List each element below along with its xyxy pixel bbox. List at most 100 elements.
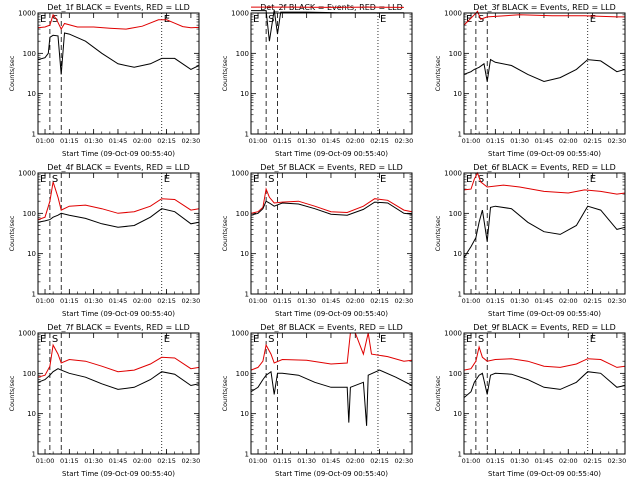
marker-label: S xyxy=(52,174,58,185)
chart-title: Det_4f BLACK = Events, RED = LLD xyxy=(47,163,190,172)
chart-title: Det_1f BLACK = Events, RED = LLD xyxy=(47,3,190,12)
x-tick-label: 01:45 xyxy=(109,297,128,305)
chart-title: Det_9f BLACK = Events, RED = LLD xyxy=(473,323,616,332)
x-tick-label: 01:30 xyxy=(84,297,103,305)
lld-series-line xyxy=(37,13,200,31)
y-tick-label: 1000 xyxy=(231,170,249,178)
y-tick-label: 100 xyxy=(449,210,462,218)
plot-frame xyxy=(37,332,200,455)
y-tick-label: 1000 xyxy=(18,330,36,338)
x-tick-label: 01:45 xyxy=(322,457,341,465)
marker-label: E xyxy=(590,174,596,185)
marker-label: E xyxy=(466,334,472,345)
y-tick-label: 10 xyxy=(27,250,36,258)
y-tick-label: 100 xyxy=(23,50,36,58)
panel-det-8f: Det_8f BLACK = Events, RED = LLD Counts/s… xyxy=(221,323,413,478)
x-tick-label: 01:45 xyxy=(535,137,554,145)
x-tick-label: 02:00 xyxy=(346,457,365,465)
y-tick-label: 100 xyxy=(23,370,36,378)
chart-title: Det_3f BLACK = Events, RED = LLD xyxy=(473,3,616,12)
marker-label: E xyxy=(253,174,259,185)
y-axis-label: Counts/sec xyxy=(434,375,442,411)
marker-label: E xyxy=(40,334,46,345)
marker-label: S xyxy=(268,334,274,345)
x-tick-label: 01:15 xyxy=(486,137,505,145)
chart-title: Det_5f BLACK = Events, RED = LLD xyxy=(260,163,403,172)
plot-frame xyxy=(463,172,626,295)
y-tick-label: 10 xyxy=(27,410,36,418)
x-tick-label: 02:30 xyxy=(608,297,627,305)
plot-frame xyxy=(463,12,626,135)
x-axis-label: Start Time (09-Oct-09 00:55:40) xyxy=(488,150,601,158)
y-tick-label: 1 xyxy=(32,131,36,139)
x-tick-label: 01:30 xyxy=(297,457,316,465)
y-tick-label: 1 xyxy=(458,291,462,299)
x-tick-label: 01:45 xyxy=(322,297,341,305)
y-axis-label: Counts/sec xyxy=(221,215,229,251)
lld-series-line xyxy=(250,332,413,371)
x-tick-label: 02:00 xyxy=(133,457,152,465)
y-tick-label: 100 xyxy=(236,210,249,218)
y-tick-label: 1000 xyxy=(444,10,462,18)
y-tick-label: 100 xyxy=(449,50,462,58)
x-tick-label: 01:00 xyxy=(462,137,481,145)
y-tick-label: 10 xyxy=(240,90,249,98)
plot-frame xyxy=(463,332,626,455)
lld-series-line xyxy=(37,343,200,378)
x-tick-label: 01:00 xyxy=(462,457,481,465)
x-tick-label: 02:00 xyxy=(559,297,578,305)
x-tick-label: 02:30 xyxy=(182,457,201,465)
x-tick-label: 01:30 xyxy=(510,137,529,145)
x-axis-label: Start Time (09-Oct-09 00:55:40) xyxy=(275,470,388,478)
y-tick-label: 1 xyxy=(245,451,249,459)
x-axis-label: Start Time (09-Oct-09 00:55:40) xyxy=(62,470,175,478)
x-tick-label: 01:00 xyxy=(36,297,55,305)
y-tick-label: 1000 xyxy=(231,330,249,338)
x-tick-label: 01:45 xyxy=(322,137,341,145)
y-tick-label: 100 xyxy=(449,370,462,378)
x-tick-label: 01:45 xyxy=(109,457,128,465)
y-tick-label: 10 xyxy=(27,90,36,98)
x-tick-label: 01:15 xyxy=(273,137,292,145)
chart-title: Det_7f BLACK = Events, RED = LLD xyxy=(47,323,190,332)
events-series-line xyxy=(463,58,626,83)
marker-label: E xyxy=(164,334,170,345)
y-tick-label: 1 xyxy=(458,131,462,139)
x-tick-label: 02:15 xyxy=(370,297,389,305)
x-tick-label: 01:15 xyxy=(60,137,79,145)
x-tick-label: 01:15 xyxy=(60,297,79,305)
x-tick-label: 02:00 xyxy=(346,297,365,305)
y-tick-label: 1000 xyxy=(444,330,462,338)
x-tick-label: 02:15 xyxy=(157,137,176,145)
y-tick-label: 1 xyxy=(245,131,249,139)
x-tick-label: 02:15 xyxy=(583,137,602,145)
y-tick-label: 100 xyxy=(236,370,249,378)
y-tick-label: 1 xyxy=(245,291,249,299)
chart-title: Det_6f BLACK = Events, RED = LLD xyxy=(473,163,616,172)
x-tick-label: 02:30 xyxy=(395,297,414,305)
marker-label: S xyxy=(268,174,274,185)
y-axis-label: Counts/sec xyxy=(8,375,16,411)
x-tick-label: 02:00 xyxy=(133,137,152,145)
x-tick-label: 01:00 xyxy=(249,137,268,145)
x-tick-label: 02:30 xyxy=(608,457,627,465)
events-series-line xyxy=(37,208,200,228)
x-tick-label: 01:00 xyxy=(249,297,268,305)
y-tick-label: 1 xyxy=(458,451,462,459)
panel-det-6f: Det_6f BLACK = Events, RED = LLD Counts/s… xyxy=(434,163,626,318)
marker-label: E xyxy=(40,14,46,25)
y-tick-label: 100 xyxy=(236,50,249,58)
x-tick-label: 02:15 xyxy=(583,457,602,465)
lld-series-line xyxy=(37,181,200,221)
x-tick-label: 01:00 xyxy=(462,297,481,305)
y-tick-label: 1000 xyxy=(18,170,36,178)
x-tick-label: 02:30 xyxy=(182,297,201,305)
marker-label: E xyxy=(380,14,386,25)
x-tick-label: 01:00 xyxy=(36,137,55,145)
x-tick-label: 01:45 xyxy=(109,137,128,145)
panel-det-7f: Det_7f BLACK = Events, RED = LLD Counts/s… xyxy=(8,323,200,478)
plot-frame xyxy=(37,12,200,135)
x-tick-label: 02:15 xyxy=(370,457,389,465)
marker-label: S xyxy=(52,334,58,345)
